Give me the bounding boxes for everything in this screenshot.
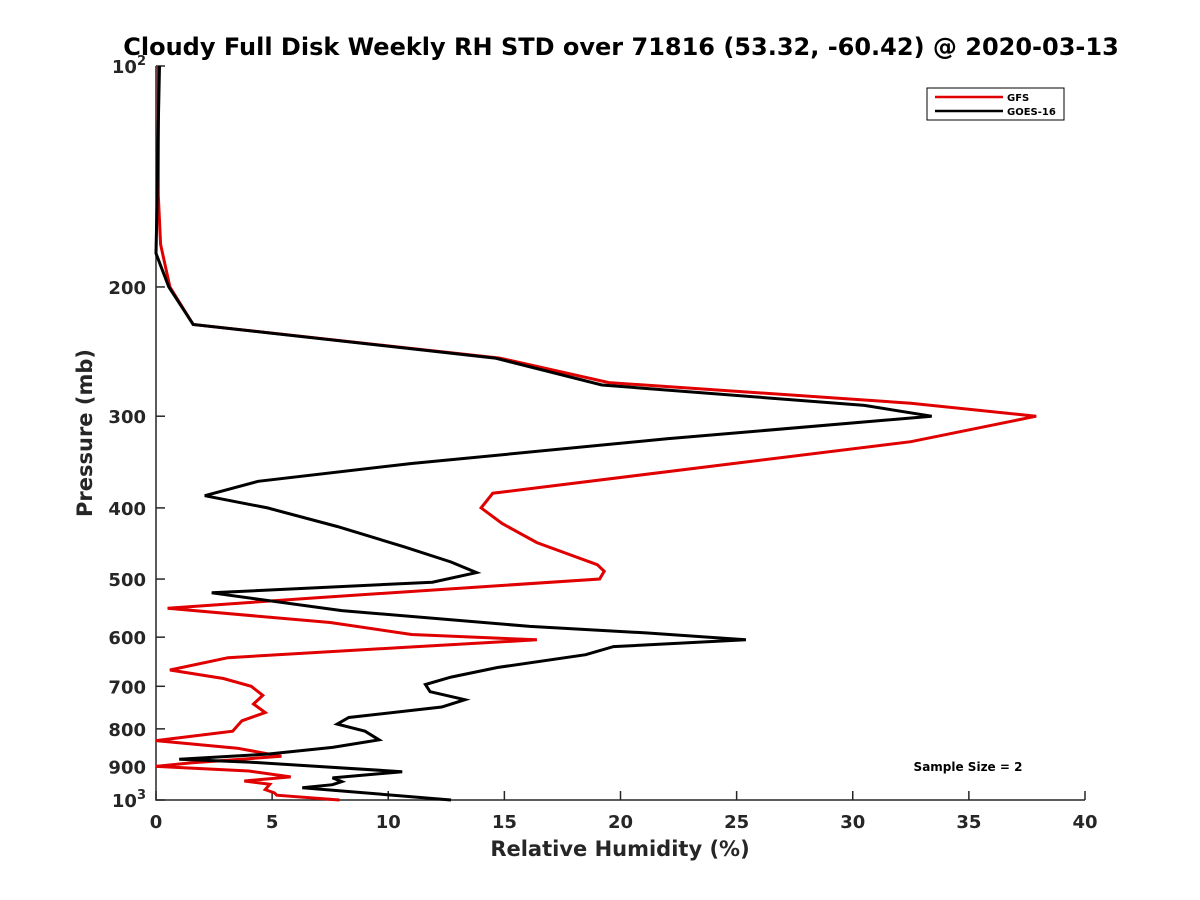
x-tick-label: 0 (150, 812, 163, 833)
legend-label-goes-16: GOES-16 (1007, 107, 1056, 118)
x-tick-label: 30 (840, 812, 865, 833)
x-tick-label: 40 (1072, 812, 1097, 833)
y-tick-label: 102 (112, 54, 146, 78)
legend: GFS GOES-16 (926, 87, 1065, 121)
x-tick-label: 20 (608, 812, 633, 833)
y-tick-label: 300 (108, 407, 146, 428)
x-tick-label: 15 (492, 812, 517, 833)
y-axis-ticks: 102 200 300 400 500 600 700 800 900 103 (108, 54, 165, 812)
x-axis-ticks: 0 5 10 15 20 25 30 35 40 (150, 791, 1098, 833)
x-axis-label: Relative Humidity (%) (490, 837, 749, 861)
chart-title: Cloudy Full Disk Weekly RH STD over 7181… (123, 33, 1119, 61)
y-tick-label: 400 (108, 499, 146, 520)
plot-area (155, 66, 1085, 801)
x-tick-label: 35 (956, 812, 981, 833)
sample-size-annotation: Sample Size = 2 (914, 760, 1023, 774)
series-lines (154, 65, 1037, 802)
x-tick-label: 10 (376, 812, 401, 833)
y-tick-label: 900 (108, 757, 146, 778)
y-tick-label: 103 (112, 788, 146, 812)
y-tick-label: 600 (108, 628, 146, 649)
axes-frame (155, 66, 1085, 801)
y-tick-label: 700 (108, 677, 146, 698)
x-tick-label: 5 (266, 812, 279, 833)
x-tick-label: 25 (724, 812, 749, 833)
y-axis-label: Pressure (mb) (73, 349, 97, 517)
legend-label-gfs: GFS (1007, 93, 1029, 104)
series-line-goes-16 (154, 65, 932, 802)
series-line-gfs (155, 66, 1037, 802)
y-tick-label: 500 (108, 570, 146, 591)
y-tick-label: 800 (108, 720, 146, 741)
legend-box (926, 87, 1065, 121)
y-tick-label: 200 (108, 278, 146, 299)
